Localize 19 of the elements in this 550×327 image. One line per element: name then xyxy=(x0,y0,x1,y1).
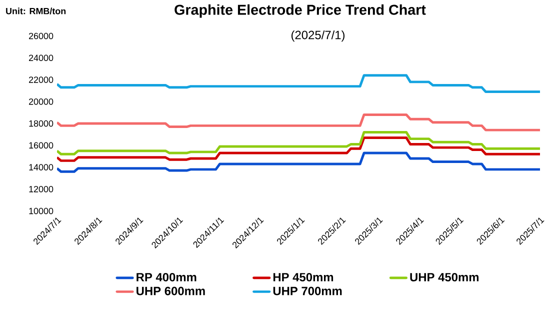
legend-label: UHP 600mm xyxy=(136,286,205,296)
chart-title: Graphite Electrode Price Trend Chart xyxy=(174,4,426,18)
legend-label: RP 400mm xyxy=(136,272,196,282)
y-tick-label: 14000 xyxy=(29,164,54,170)
line-series xyxy=(57,131,540,156)
legend-label: UHP 450mm xyxy=(410,272,479,282)
y-tick-label: 10000 xyxy=(29,208,54,214)
y-tick-label: 24000 xyxy=(29,54,54,62)
legend-label: UHP 700mm xyxy=(273,286,342,296)
y-tick-label: 12000 xyxy=(29,186,54,192)
line-series xyxy=(57,136,540,162)
text: Unit: RMB/ton xyxy=(6,8,66,14)
y-tick-label: 16000 xyxy=(29,142,54,149)
chart-subtitle: (2025/7/1) xyxy=(291,30,344,42)
legend-label: HP 450mm xyxy=(273,272,334,282)
y-tick-label: 26000 xyxy=(29,32,54,40)
y-tick-label: 20000 xyxy=(29,98,54,105)
y-tick-label: 22000 xyxy=(29,76,54,83)
y-tick-label: 18000 xyxy=(29,120,54,127)
